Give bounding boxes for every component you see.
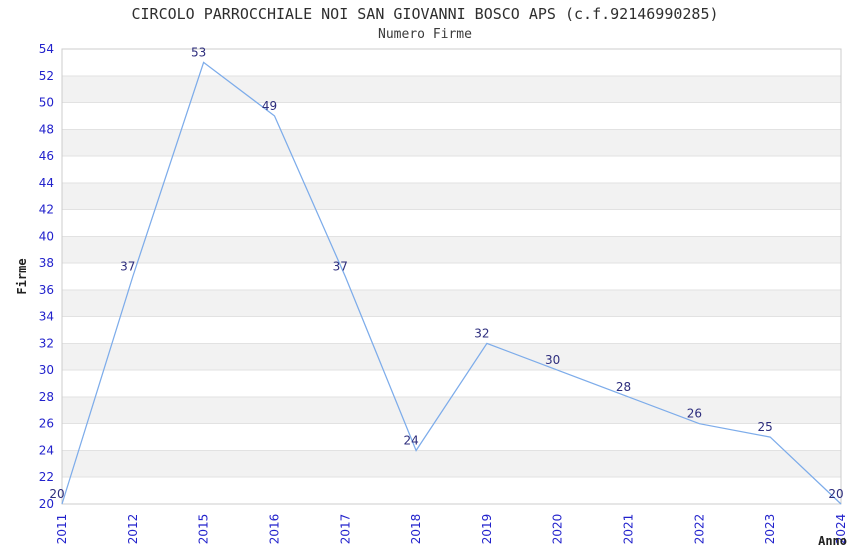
plot-border <box>61 48 842 505</box>
y-tick-label: 22 <box>39 470 54 484</box>
y-tick-label: 50 <box>39 96 54 110</box>
y-tick-label: 26 <box>39 417 54 431</box>
x-tick-label: 2012 <box>126 514 140 545</box>
plot-band <box>62 343 841 371</box>
data-point-label: 26 <box>687 407 702 421</box>
data-point-label: 28 <box>616 380 631 394</box>
y-axis-title: Firme <box>15 258 29 294</box>
data-point-label: 24 <box>403 434 418 448</box>
plot-band <box>62 129 841 157</box>
series-line <box>61 61 842 505</box>
data-point-label: 49 <box>262 99 277 113</box>
x-tick-label: 2021 <box>622 514 636 545</box>
plot-band <box>62 423 841 451</box>
x-tick-label: 2020 <box>551 514 565 545</box>
plot-band <box>62 396 841 424</box>
plot-band <box>62 477 841 504</box>
plot-band <box>62 182 841 210</box>
plot-band <box>62 49 841 76</box>
y-tick-label: 52 <box>39 69 54 83</box>
data-point-label: 32 <box>474 326 489 340</box>
plot-band <box>62 263 841 290</box>
plot-band <box>62 316 841 344</box>
y-tick-label: 20 <box>39 497 54 511</box>
data-point-label: 20 <box>49 487 64 501</box>
data-point-label: 25 <box>758 420 773 434</box>
data-point-label: 30 <box>545 353 560 367</box>
data-point-label: 20 <box>828 487 843 501</box>
y-tick-label: 48 <box>39 122 54 136</box>
x-tick-label: 2019 <box>480 514 494 545</box>
x-tick-label: 2017 <box>338 514 352 545</box>
y-tick-label: 34 <box>39 310 54 324</box>
y-tick-label: 36 <box>39 283 54 297</box>
x-tick-label: 2015 <box>197 514 211 545</box>
plot-band <box>62 370 841 397</box>
y-tick-label: 44 <box>39 176 54 190</box>
plot-band <box>62 156 841 183</box>
y-tick-label: 30 <box>39 363 54 377</box>
chart-subtitle: Numero Firme <box>378 27 472 42</box>
x-tick-label: 2023 <box>763 514 777 545</box>
data-point-label: 37 <box>120 260 135 274</box>
x-tick-label: 2022 <box>692 514 706 545</box>
x-tick-label: 2011 <box>55 514 69 545</box>
plot-band <box>62 236 841 264</box>
plot-band <box>62 102 841 130</box>
plot-band <box>62 75 841 103</box>
plot-band <box>62 209 841 237</box>
y-tick-label: 40 <box>39 229 54 243</box>
chart-title: CIRCOLO PARROCCHIALE NOI SAN GIOVANNI BO… <box>131 5 719 23</box>
y-tick-label: 42 <box>39 203 54 217</box>
y-tick-label: 54 <box>39 42 54 56</box>
y-tick-label: 24 <box>39 444 54 458</box>
plot-band <box>62 450 841 478</box>
x-tick-label: 2018 <box>409 514 423 545</box>
y-tick-label: 32 <box>39 336 54 350</box>
y-tick-label: 28 <box>39 390 54 404</box>
data-point-label: 37 <box>333 260 348 274</box>
y-tick-label: 46 <box>39 149 54 163</box>
x-tick-label: 2016 <box>268 514 282 545</box>
x-axis-title: Anno <box>818 534 847 548</box>
data-point-label: 53 <box>191 45 206 59</box>
x-tick-label: 2024 <box>834 514 848 545</box>
plot-band <box>62 289 841 317</box>
y-tick-label: 38 <box>39 256 54 270</box>
